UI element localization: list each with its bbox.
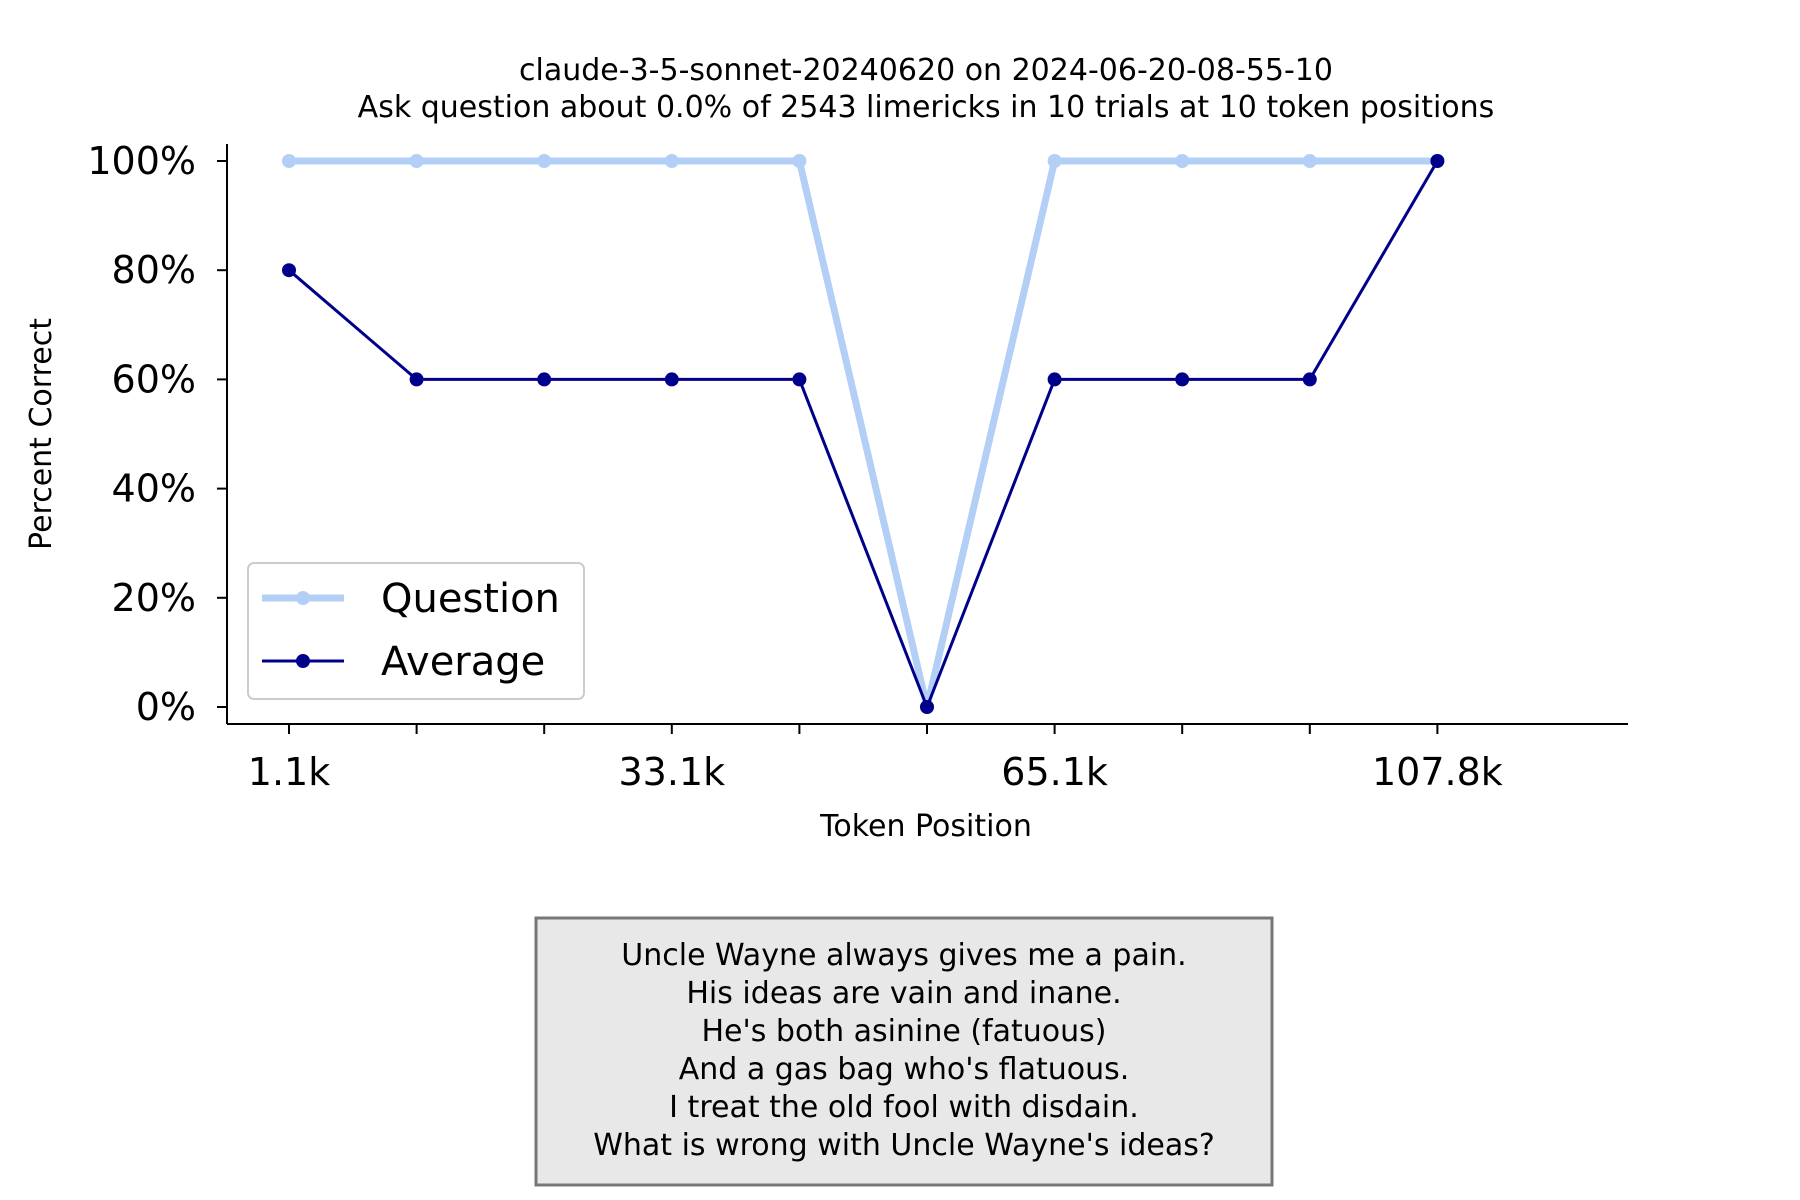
series-layer <box>282 154 1445 714</box>
y-axis-ticks: 0% 20% 40% 60% 80% 100% <box>87 139 227 729</box>
limerick-box: Uncle Wayne always gives me a pain. His … <box>534 916 1274 1187</box>
y-axis-label: Percent Correct <box>24 318 59 550</box>
legend-marker-average <box>296 654 310 668</box>
limerick-line: He's both asinine (fatuous) <box>702 1014 1107 1049</box>
data-point-question <box>1175 154 1190 168</box>
data-point-question <box>409 154 424 168</box>
data-point-average <box>920 700 934 714</box>
y-tick-label: 80% <box>112 248 196 292</box>
data-point-question <box>792 154 807 168</box>
data-point-average <box>664 372 679 387</box>
data-point-average <box>537 372 552 387</box>
legend-label-question: Question <box>381 576 560 622</box>
x-tick-label: 1.1k <box>248 750 330 794</box>
y-tick-label: 20% <box>112 576 196 620</box>
limerick-line: What is wrong with Uncle Wayne's ideas? <box>593 1128 1215 1163</box>
chart-subtitle: Ask question about 0.0% of 2543 limerick… <box>358 90 1495 125</box>
data-point-question <box>1047 154 1062 168</box>
data-point-average <box>1430 154 1445 168</box>
data-point-question <box>664 154 679 168</box>
limerick-box-frame <box>534 916 1274 1187</box>
data-point-question <box>537 154 552 168</box>
y-tick-label: 40% <box>112 467 196 511</box>
series-line-question <box>289 157 1438 708</box>
legend-marker-question <box>296 591 310 605</box>
limerick-line: I treat the old fool with disdain. <box>669 1090 1139 1125</box>
y-tick-label: 0% <box>136 685 196 729</box>
data-point-average <box>1302 372 1317 387</box>
data-point-average <box>409 372 424 387</box>
legend: Question Average <box>247 562 585 700</box>
y-tick-label: 60% <box>112 357 196 401</box>
limerick-line: Uncle Wayne always gives me a pain. <box>621 938 1186 973</box>
x-tick-label: 107.8k <box>1372 750 1503 794</box>
x-axis-ticks: 1.1k 33.1k 65.1k 107.8k <box>248 724 1503 794</box>
data-point-average <box>792 372 807 387</box>
data-point-average <box>1175 372 1190 387</box>
data-point-average <box>1047 372 1062 387</box>
series-line-average <box>288 160 1439 712</box>
data-point-question <box>282 154 296 168</box>
data-point-question <box>1302 154 1317 168</box>
limerick-line: And a gas bag who's flatuous. <box>679 1052 1130 1087</box>
legend-label-average: Average <box>381 639 545 685</box>
x-tick-label: 65.1k <box>1001 750 1108 794</box>
data-point-average <box>282 263 296 278</box>
limerick-line: His ideas are vain and inane. <box>686 976 1121 1011</box>
x-tick-label: 33.1k <box>618 750 725 794</box>
chart-title: claude-3-5-sonnet-20240620 on 2024-06-20… <box>519 53 1333 88</box>
y-tick-label: 100% <box>87 139 196 183</box>
x-axis-label: Token Position <box>819 809 1032 844</box>
